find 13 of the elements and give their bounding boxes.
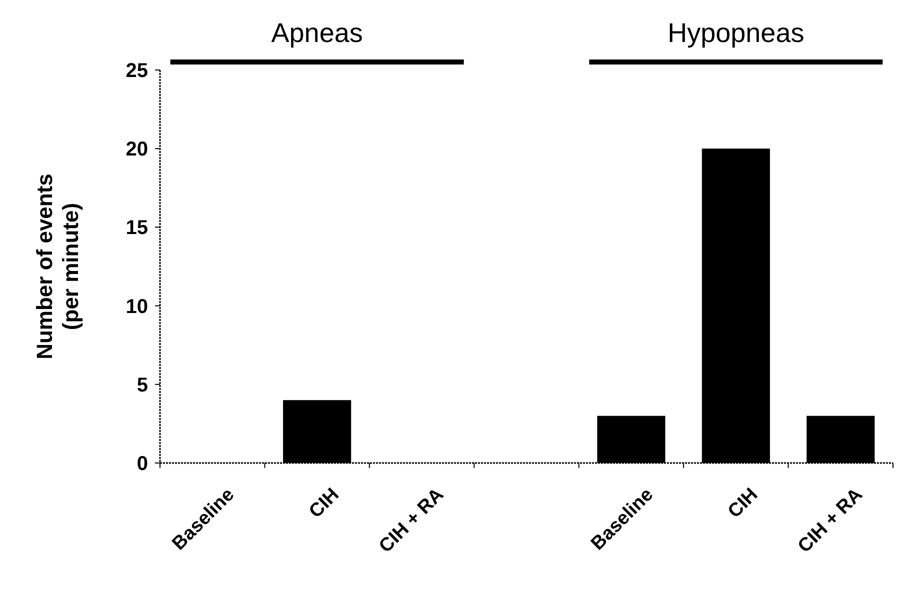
text: Apneas [271,18,363,48]
y-tick-label: 20 [126,138,148,161]
y-axis-title: Number of events (per minute) [32,174,84,360]
x-tick-label: CIH + RA [375,484,448,558]
x-tick-label: CIH + RA [794,484,868,558]
y-tick-label: 25 [126,60,148,82]
y-tick-label: 10 [126,296,148,318]
text: Hypopneas [668,18,804,48]
y-tick-label: 0 [136,453,148,475]
x-tick-label: CIH [305,484,344,522]
x-tick-label: CIH [724,484,762,522]
y-tick-label: 15 [126,217,148,240]
y-tick-label: 5 [136,374,148,396]
